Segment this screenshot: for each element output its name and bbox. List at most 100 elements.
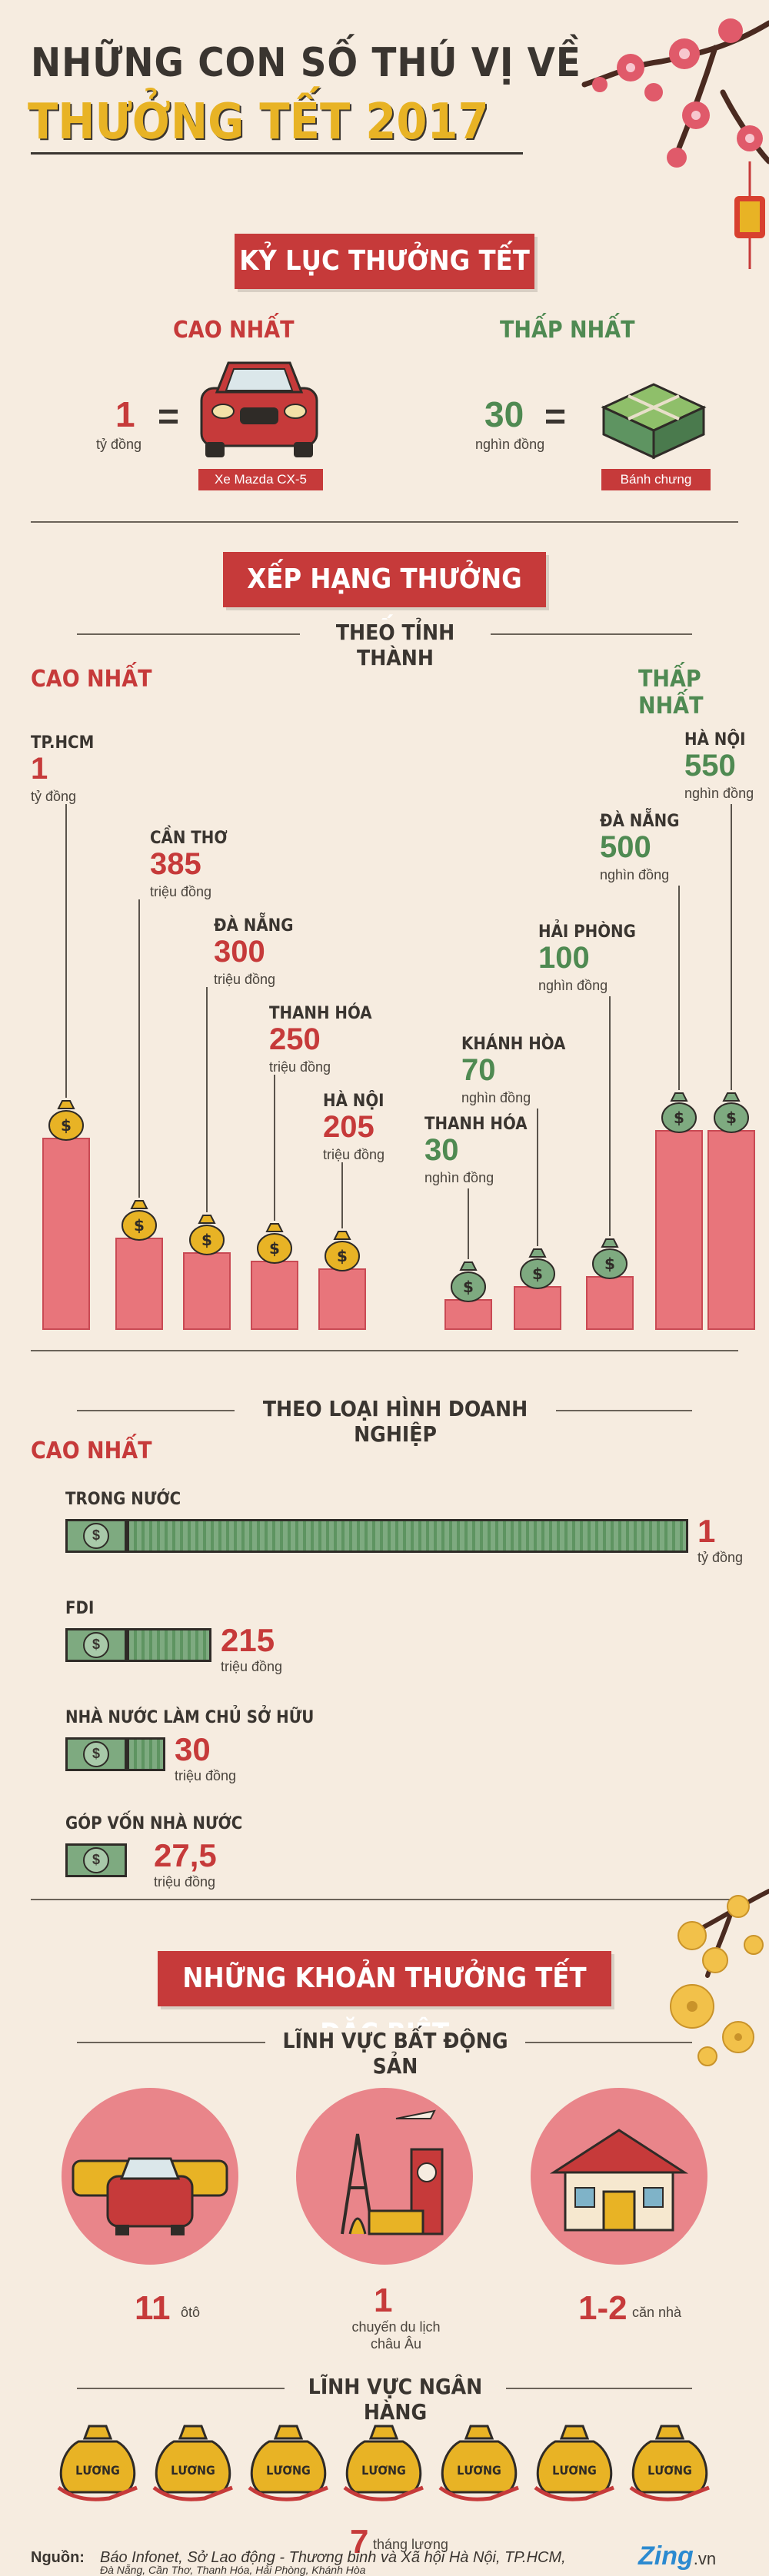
title-line-1: NHỮNG CON SỐ THÚ VỊ VỀ — [31, 40, 581, 86]
salary-bag-icon — [246, 2421, 331, 2506]
province-value: 550 — [684, 749, 736, 783]
banking-heading: LĨNH VỰC NGÂN HÀNG — [285, 2374, 506, 2425]
real-estate-heading: LĨNH VỰC BẤT ĐỘNG SẢN — [265, 2028, 525, 2079]
salary-bag-icon — [437, 2421, 521, 2506]
province-unit: tỷ đồng — [31, 789, 77, 804]
money-bag-icon: $ — [591, 1236, 629, 1283]
money-bag-icon: $ — [518, 1246, 557, 1293]
divider-1 — [31, 521, 738, 523]
ranking-banner: XẾP HẠNG THƯỞNG TẾT — [223, 552, 546, 650]
money-bag-icon: $ — [47, 1098, 85, 1145]
records-highest-item: Xe Mazda CX-5 — [198, 469, 323, 490]
business-name: GÓP VỐN NHÀ NƯỚC — [65, 1814, 243, 1833]
province-unit: nghìn đồng — [538, 978, 608, 993]
money-bag-icon: $ — [323, 1228, 361, 1275]
title-underline — [31, 152, 523, 155]
salary-bag-icon — [151, 2421, 235, 2506]
leader-line — [731, 804, 732, 1090]
salary-bag-icon — [341, 2421, 426, 2506]
province-high-bar — [42, 1138, 90, 1330]
province-low-bar — [586, 1276, 634, 1330]
records-highest-value: 1 — [115, 394, 135, 434]
province-name: THANH HÓA — [269, 1004, 372, 1023]
salary-bag-label: LƯƠNG — [171, 2463, 215, 2478]
province-value: 205 — [323, 1110, 375, 1144]
province-name: HÀ NỘI — [684, 730, 746, 750]
source-line-1: Báo Infonet, Sở Lao động - Thương binh v… — [100, 2549, 566, 2566]
records-lowest-label: THẤP NHẤT — [500, 317, 635, 344]
province-value: 100 — [538, 941, 590, 975]
divider-2 — [31, 1350, 738, 1351]
province-name: ĐÀ NẴNG — [600, 812, 680, 831]
brand-main: Zing — [638, 2541, 694, 2571]
business-bar — [127, 1628, 211, 1662]
apricot-blossom-cluster-icon — [670, 1984, 754, 2066]
three-cars-icon — [72, 2157, 228, 2235]
salary-bag-icon — [55, 2421, 140, 2506]
car-icon — [200, 361, 318, 457]
business-value: 30 — [175, 1731, 211, 1767]
business-value: 215 — [221, 1622, 275, 1658]
province-name: KHÁNH HÒA — [461, 1035, 566, 1054]
money-bag-icon: $ — [188, 1212, 226, 1259]
leader-line — [468, 1188, 469, 1259]
business-value: 27,5 — [154, 1837, 217, 1873]
province-name: TP.HCM — [31, 733, 95, 753]
equals-sign-1: = — [158, 397, 180, 437]
svg-text:$: $ — [604, 1255, 615, 1273]
leader-line — [138, 899, 140, 1198]
apricot-blossom-branch-icon — [677, 1889, 769, 1978]
business-name: FDI — [65, 1599, 95, 1618]
province-low-bar — [655, 1130, 703, 1330]
province-low-bar — [707, 1130, 755, 1330]
leader-line — [537, 1109, 538, 1246]
special-value-house: 1-2 — [578, 2289, 628, 2327]
salary-bag-label: LƯƠNG — [266, 2463, 311, 2478]
records-lowest-item: Bánh chưng — [601, 469, 711, 490]
province-value: 300 — [214, 935, 265, 969]
province-unit: triệu đồng — [150, 884, 212, 899]
province-name: CẦN THƠ — [150, 829, 228, 848]
province-name: HẢI PHÒNG — [538, 922, 636, 942]
money-bag-icon: $ — [660, 1090, 698, 1137]
house-circle — [531, 2088, 707, 2265]
province-unit: nghìn đồng — [424, 1170, 494, 1185]
source-line-2: Đà Nẵng, Cần Thơ, Thanh Hóa, Hải Phòng, … — [100, 2564, 366, 2576]
money-bag-icon: $ — [712, 1090, 751, 1137]
records-highest-label: CAO NHẤT — [173, 317, 295, 344]
province-lowest-label: THẤP NHẤT — [638, 666, 704, 720]
province-high-bar — [183, 1251, 231, 1330]
brand-suffix: .vn — [693, 2549, 717, 2568]
business-name: NHÀ NƯỚC LÀM CHỦ SỞ HỮU — [65, 1708, 315, 1727]
special-unit-trip: chuyến du lịch châu Âu — [351, 2319, 441, 2352]
brand-logo: Zing.vn — [638, 2541, 716, 2571]
province-name: HÀ NỘI — [323, 1092, 384, 1111]
divider-3 — [31, 1899, 738, 1900]
province-unit: triệu đồng — [323, 1147, 385, 1162]
special-unit-house: căn nhà — [632, 2305, 682, 2320]
house-icon — [549, 2129, 689, 2232]
business-unit: triệu đồng — [175, 1768, 237, 1783]
svg-text:$: $ — [674, 1109, 684, 1127]
europe-landmarks-icon — [341, 2109, 444, 2235]
leader-line — [609, 996, 611, 1236]
province-value: 385 — [150, 847, 201, 881]
province-value: 30 — [424, 1133, 459, 1167]
banh-chung-icon — [601, 383, 707, 460]
source-label: Nguồn: — [31, 2549, 85, 2566]
money-bag-icon: $ — [120, 1198, 158, 1245]
business-name: TRONG NƯỚC — [65, 1490, 181, 1509]
by-business-heading: THEO LOẠI HÌNH DOANH NGHIỆP — [235, 1396, 556, 1447]
records-banner: KỶ LỤC THƯỞNG TẾT — [235, 234, 534, 289]
svg-text:$: $ — [201, 1231, 212, 1249]
business-unit: tỷ đồng — [697, 1550, 744, 1565]
province-highest-label: CAO NHẤT — [31, 666, 152, 693]
leader-line — [65, 804, 67, 1098]
special-banner: NHỮNG KHOẢN THƯỞNG TẾT ĐẶC BIỆT — [158, 1951, 611, 2049]
province-value: 1 — [31, 752, 48, 786]
svg-text:$: $ — [463, 1278, 474, 1296]
svg-text:$: $ — [337, 1247, 348, 1265]
province-name: ĐÀ NẴNG — [214, 916, 294, 936]
province-high-bar — [251, 1261, 298, 1330]
special-value-trip: 1 — [374, 2282, 393, 2319]
